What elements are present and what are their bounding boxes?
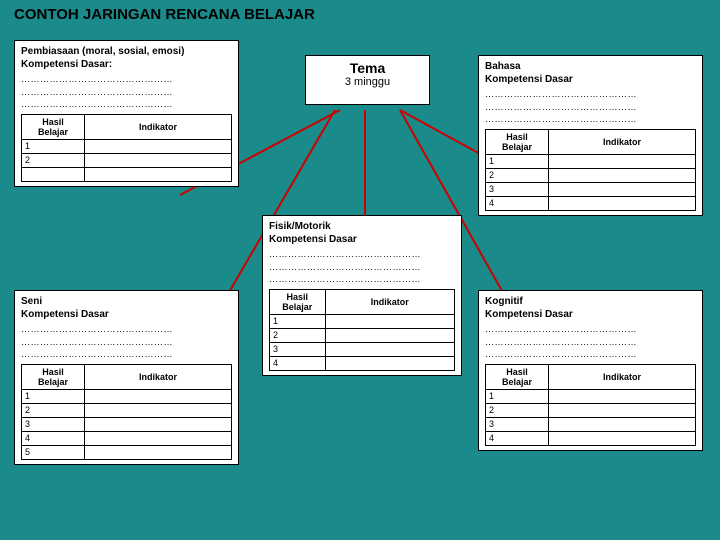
pembiasaan-box: Pembiasaan (moral, sosial, emosi) Kompet… — [14, 40, 239, 187]
dots: ………………………………………… ………………………………………… ………………… — [21, 73, 232, 111]
kognitif-box: Kognitif Kompetensi Dasar ……………………………………… — [478, 290, 703, 451]
tema-title: Tema — [312, 60, 423, 76]
dots: ………………………………………… ………………………………………… ………………… — [269, 248, 455, 286]
tema-subtitle: 3 minggu — [312, 76, 423, 88]
pembiasaan-table: Hasil BelajarIndikator 1 2 — [21, 114, 232, 182]
fisik-box: Fisik/Motorik Kompetensi Dasar ………………………… — [262, 215, 462, 376]
dots: ………………………………………… ………………………………………… ………………… — [485, 323, 696, 361]
seni-title: Seni Kompetensi Dasar — [21, 295, 232, 321]
dots: ………………………………………… ………………………………………… ………………… — [21, 323, 232, 361]
seni-table: Hasil BelajarIndikator 1 2 3 4 5 — [21, 364, 232, 460]
tema-box: Tema 3 minggu — [305, 55, 430, 105]
fisik-title: Fisik/Motorik Kompetensi Dasar — [269, 220, 455, 246]
pembiasaan-title: Pembiasaan (moral, sosial, emosi) Kompet… — [21, 45, 232, 71]
kognitif-title: Kognitif Kompetensi Dasar — [485, 295, 696, 321]
seni-box: Seni Kompetensi Dasar ………………………………………… …… — [14, 290, 239, 465]
bahasa-box: Bahasa Kompetensi Dasar …………………………………………… — [478, 55, 703, 216]
dots: ………………………………………… ………………………………………… ………………… — [485, 88, 696, 126]
bahasa-title: Bahasa Kompetensi Dasar — [485, 60, 696, 86]
bahasa-table: Hasil BelajarIndikator 1 2 3 4 — [485, 129, 696, 211]
fisik-table: Hasil BelajarIndikator 1 2 3 4 — [269, 289, 455, 371]
kognitif-table: Hasil BelajarIndikator 1 2 3 4 — [485, 364, 696, 446]
page-title: CONTOH JARINGAN RENCANA BELAJAR — [14, 6, 315, 23]
